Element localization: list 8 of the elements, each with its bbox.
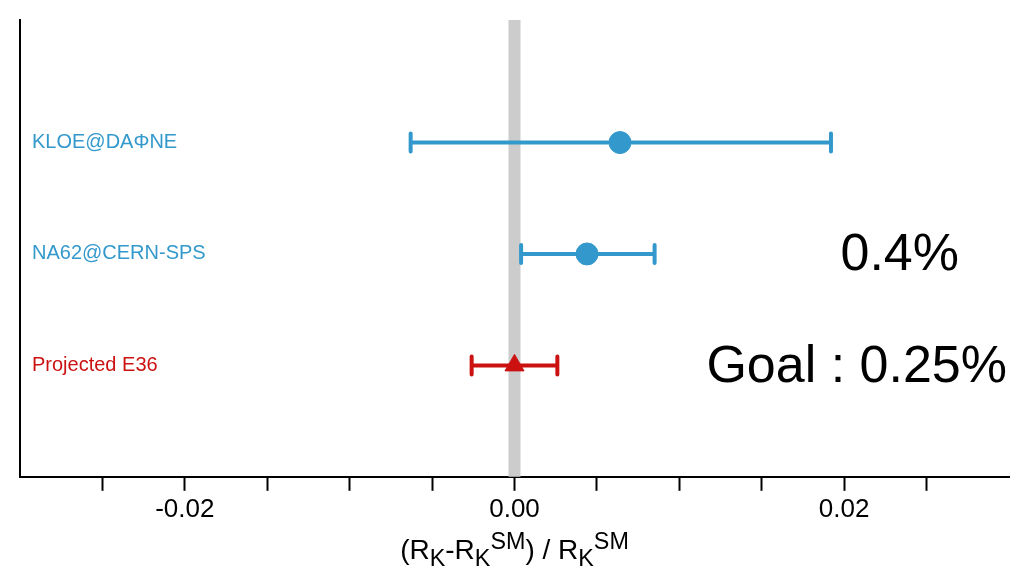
x-tick-label: 0.02: [818, 492, 870, 523]
annotation: Goal : 0.25%: [706, 334, 1007, 393]
y-tick-label: NA62@CERN-SPS: [32, 241, 206, 264]
x-tick-label: -0.02: [155, 492, 215, 523]
annotation: 0.4%: [840, 223, 959, 282]
y-tick-label: KLOE@DAΦNE: [32, 130, 178, 153]
x-tick-label: 0.00: [489, 492, 540, 523]
y-tick-label: Projected E36: [32, 352, 158, 375]
